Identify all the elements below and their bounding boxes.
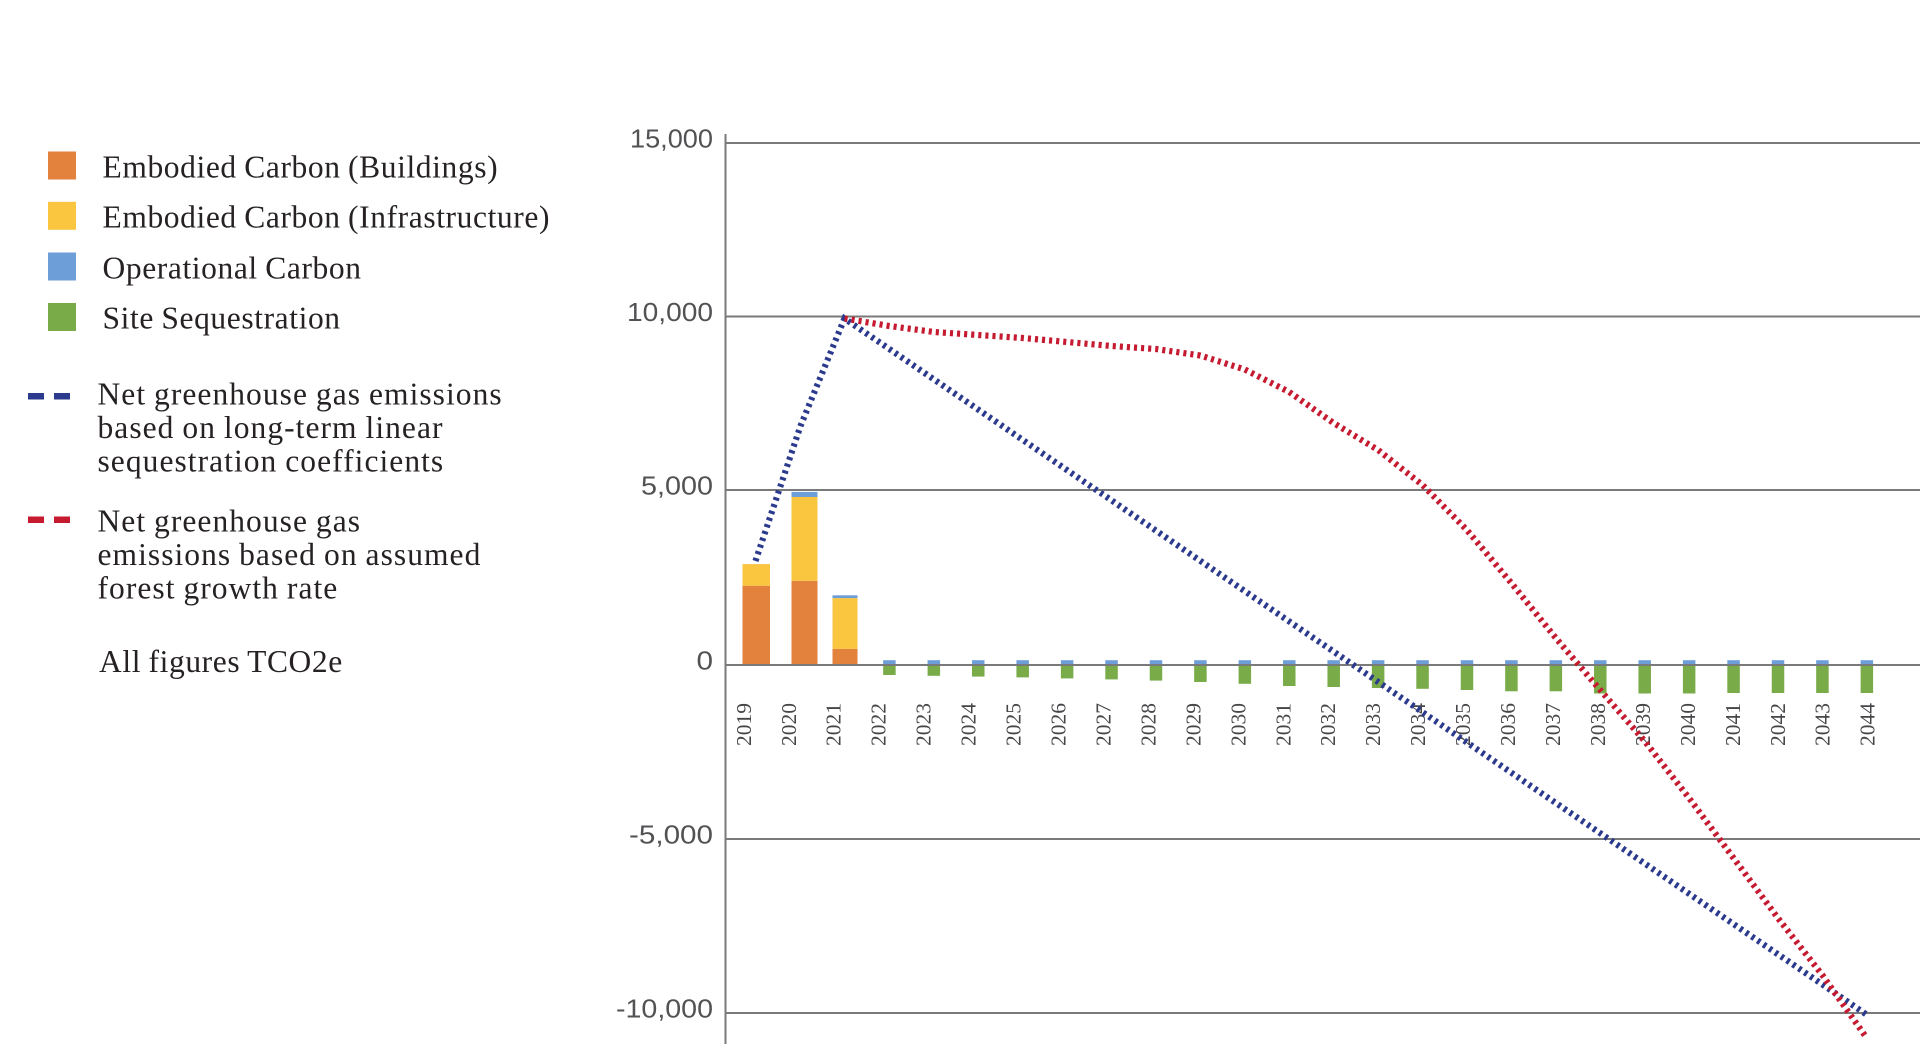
svg-text:2027: 2027: [1091, 703, 1115, 746]
svg-text:Site Sequestration: Site Sequestration: [103, 301, 341, 336]
svg-text:Embodied Carbon (Infrastructur: Embodied Carbon (Infrastructure): [103, 200, 551, 235]
svg-text:-10,000: -10,000: [616, 994, 713, 1024]
svg-text:emissions based on assumed: emissions based on assumed: [98, 537, 482, 572]
svg-text:2025: 2025: [1002, 703, 1026, 746]
svg-text:2037: 2037: [1541, 703, 1565, 746]
svg-text:2042: 2042: [1766, 703, 1790, 746]
svg-text:2041: 2041: [1721, 703, 1745, 746]
svg-text:Net greenhouse gas: Net greenhouse gas: [98, 504, 362, 539]
svg-text:2040: 2040: [1676, 703, 1700, 746]
svg-text:2024: 2024: [957, 703, 981, 746]
svg-text:2033: 2033: [1361, 703, 1385, 746]
svg-text:forest growth rate: forest growth rate: [98, 571, 339, 606]
svg-text:15,000: 15,000: [630, 124, 713, 154]
svg-text:2036: 2036: [1496, 703, 1520, 746]
svg-text:2028: 2028: [1136, 703, 1160, 746]
svg-text:2043: 2043: [1811, 703, 1835, 746]
svg-text:2023: 2023: [912, 703, 936, 746]
svg-text:2032: 2032: [1316, 703, 1340, 746]
svg-text:2022: 2022: [867, 703, 891, 746]
svg-text:2038: 2038: [1586, 703, 1610, 746]
svg-text:based on long-term linear: based on long-term linear: [98, 410, 444, 445]
svg-text:sequestration coefficients: sequestration coefficients: [98, 444, 445, 479]
svg-text:2044: 2044: [1856, 703, 1880, 746]
svg-text:2031: 2031: [1271, 703, 1295, 746]
svg-text:2029: 2029: [1181, 703, 1205, 746]
svg-text:0: 0: [697, 646, 714, 676]
svg-text:Embodied Carbon (Buildings): Embodied Carbon (Buildings): [103, 150, 499, 185]
svg-text:2019: 2019: [732, 703, 756, 746]
svg-text:2021: 2021: [822, 703, 846, 746]
svg-text:2030: 2030: [1226, 703, 1250, 746]
svg-text:2020: 2020: [777, 703, 801, 746]
svg-text:5,000: 5,000: [641, 471, 713, 501]
svg-text:Net greenhouse gas emissions: Net greenhouse gas emissions: [98, 377, 503, 412]
svg-text:All figures TCO2e: All figures TCO2e: [99, 644, 343, 679]
svg-text:Operational Carbon: Operational Carbon: [103, 251, 362, 286]
svg-text:10,000: 10,000: [627, 297, 713, 327]
svg-text:2026: 2026: [1046, 703, 1070, 746]
svg-text:2035: 2035: [1451, 703, 1475, 746]
svg-text:-5,000: -5,000: [629, 820, 713, 850]
